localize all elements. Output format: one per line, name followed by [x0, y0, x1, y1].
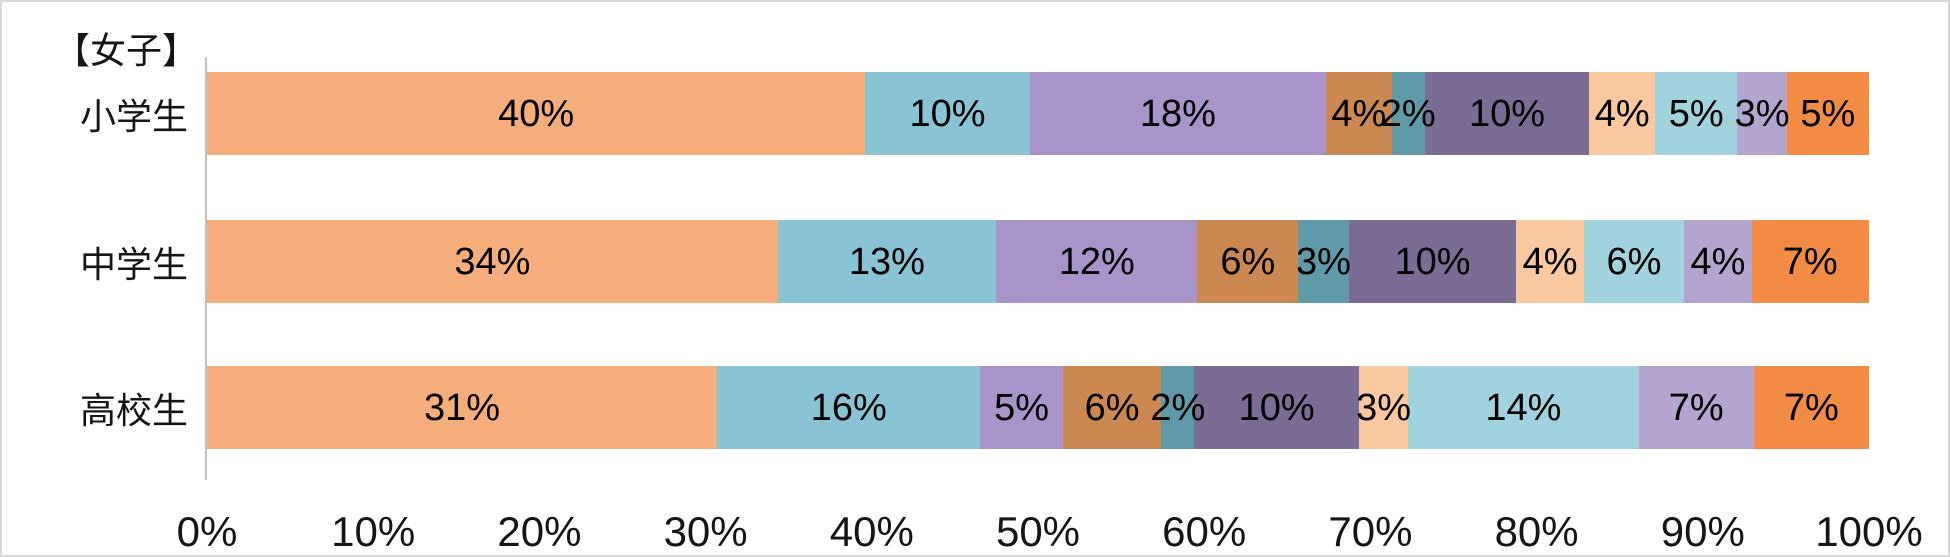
segment-value-label: 12%	[1058, 240, 1135, 283]
segment-value-label: 16%	[810, 386, 887, 429]
bar-segment: 12%	[996, 220, 1198, 303]
bar-row: 34% 13% 12% 6% 3% 10% 4% 6% 4% 7%	[207, 220, 1870, 303]
bar-segment: 5%	[1786, 72, 1869, 155]
category-axis-line	[205, 57, 207, 480]
x-axis-tick-label: 20%	[497, 508, 582, 555]
x-axis-tick-label: 30%	[663, 508, 748, 555]
bar-segment: 3%	[1356, 366, 1412, 449]
x-axis-tick-label: 10%	[331, 508, 416, 555]
bar-segment: 6%	[1197, 220, 1299, 303]
x-axis-tick-label: 90%	[1660, 508, 1745, 555]
bar-segment: 6%	[1062, 366, 1162, 449]
bar-segment: 10%	[1194, 366, 1359, 449]
segment-value-label: 10%	[1468, 92, 1545, 135]
segment-value-label: 4%	[1331, 92, 1387, 135]
x-axis-tick-label: 50%	[995, 508, 1081, 555]
category-label: 中学生	[79, 243, 188, 285]
category-label: 小学生	[79, 95, 188, 137]
bar-segment: 2%	[1381, 72, 1436, 155]
segment-value-label: 14%	[1485, 386, 1562, 429]
plot-area: 40% 10% 18% 4% 2% 10% 4% 5% 3% 5% 34% 13% 12% 6% 3% 10%…	[207, 57, 1870, 480]
bar-segment: 16%	[717, 366, 981, 449]
bar-segment: 2%	[1150, 366, 1205, 449]
segment-value-label: 10%	[1238, 386, 1315, 429]
bar-segment: 34%	[207, 220, 778, 303]
bar-segment: 18%	[1029, 72, 1326, 155]
x-axis-tick-label: 100%	[1815, 508, 1923, 555]
segment-value-label: 3%	[1295, 240, 1351, 283]
segment-value-label: 13%	[848, 240, 925, 283]
bar-segment: 31%	[207, 366, 718, 449]
category-label: 高校生	[79, 389, 188, 431]
segment-value-label: 5%	[1668, 92, 1724, 135]
bar-segment: 6%	[1583, 220, 1685, 303]
segment-value-label: 2%	[1380, 92, 1436, 135]
segment-value-label: 7%	[1783, 386, 1839, 429]
bar-segment: 10%	[1424, 72, 1590, 155]
segment-value-label: 4%	[1690, 240, 1746, 283]
segment-value-label: 31%	[424, 386, 501, 429]
segment-value-label: 7%	[1782, 240, 1838, 283]
segment-value-label: 18%	[1139, 92, 1216, 135]
bar-segment: 7%	[1753, 366, 1869, 449]
x-axis-tick-label: 60%	[1162, 508, 1247, 555]
segment-value-label: 4%	[1594, 92, 1650, 135]
bar-segment: 4%	[1684, 220, 1752, 303]
x-axis-tick-label: 0%	[176, 508, 238, 555]
bar-segment: 40%	[207, 72, 866, 155]
segment-value-label: 6%	[1606, 240, 1662, 283]
bar-segment: 4%	[1325, 72, 1392, 155]
x-axis-tick-label: 70%	[1328, 508, 1413, 555]
bar-segment: 4%	[1589, 72, 1656, 155]
segment-value-label: 6%	[1220, 240, 1276, 283]
bar-segment: 7%	[1751, 220, 1870, 303]
segment-value-label: 7%	[1668, 386, 1724, 429]
bar-row: 31% 16% 5% 6% 2% 10% 3% 14% 7% 7%	[207, 366, 1869, 449]
segment-value-label: 10%	[909, 92, 986, 135]
bar-segment: 7%	[1638, 366, 1754, 449]
x-axis-tick-label: 40%	[829, 508, 914, 555]
bar-segment: 4%	[1516, 220, 1584, 303]
bar-segment: 5%	[1655, 72, 1738, 155]
bar-segment: 13%	[777, 220, 997, 303]
segment-value-label: 3%	[1734, 92, 1790, 135]
segment-value-label: 34%	[454, 240, 531, 283]
bar-segment: 5%	[980, 366, 1063, 449]
segment-value-label: 5%	[994, 386, 1049, 429]
x-axis-tick-label: 80%	[1494, 508, 1579, 555]
segment-value-label: 6%	[1084, 386, 1140, 429]
segment-value-label: 40%	[498, 92, 575, 135]
bar-segment: 14%	[1408, 366, 1639, 449]
chart-title: 【女子】	[54, 30, 199, 71]
segment-value-label: 5%	[1800, 92, 1856, 135]
segment-value-label: 2%	[1150, 386, 1206, 429]
bar-segment: 10%	[1348, 220, 1517, 303]
segment-value-label: 3%	[1356, 386, 1412, 429]
bar-segment: 3%	[1295, 220, 1351, 303]
segment-value-label: 4%	[1522, 240, 1578, 283]
bar-row: 40% 10% 18% 4% 2% 10% 4% 5% 3% 5%	[207, 72, 1869, 155]
bar-segment: 10%	[865, 72, 1030, 155]
bar-segment: 3%	[1735, 72, 1790, 155]
segment-value-label: 10%	[1394, 240, 1471, 283]
